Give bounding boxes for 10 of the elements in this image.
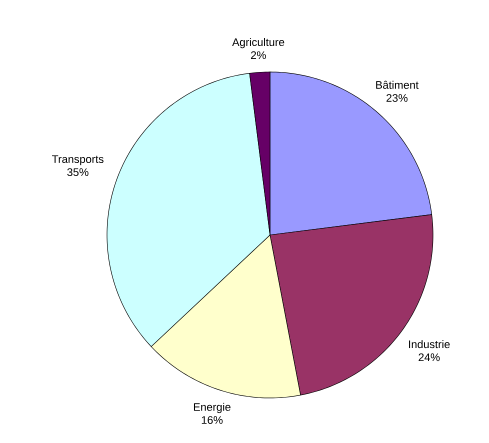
slice-label: Agriculture — [232, 38, 284, 48]
data-label: 2% — [251, 51, 266, 60]
data-label: 16% — [202, 416, 223, 424]
data-label: 35% — [67, 168, 88, 176]
slice-label: Energie — [194, 402, 230, 414]
data-label: 23% — [386, 94, 408, 102]
data-label: 24% — [418, 353, 440, 362]
slice-label: Industrie — [409, 340, 450, 348]
slice-label: Transports — [52, 155, 104, 166]
slice-label: Bâtiment — [376, 80, 419, 89]
